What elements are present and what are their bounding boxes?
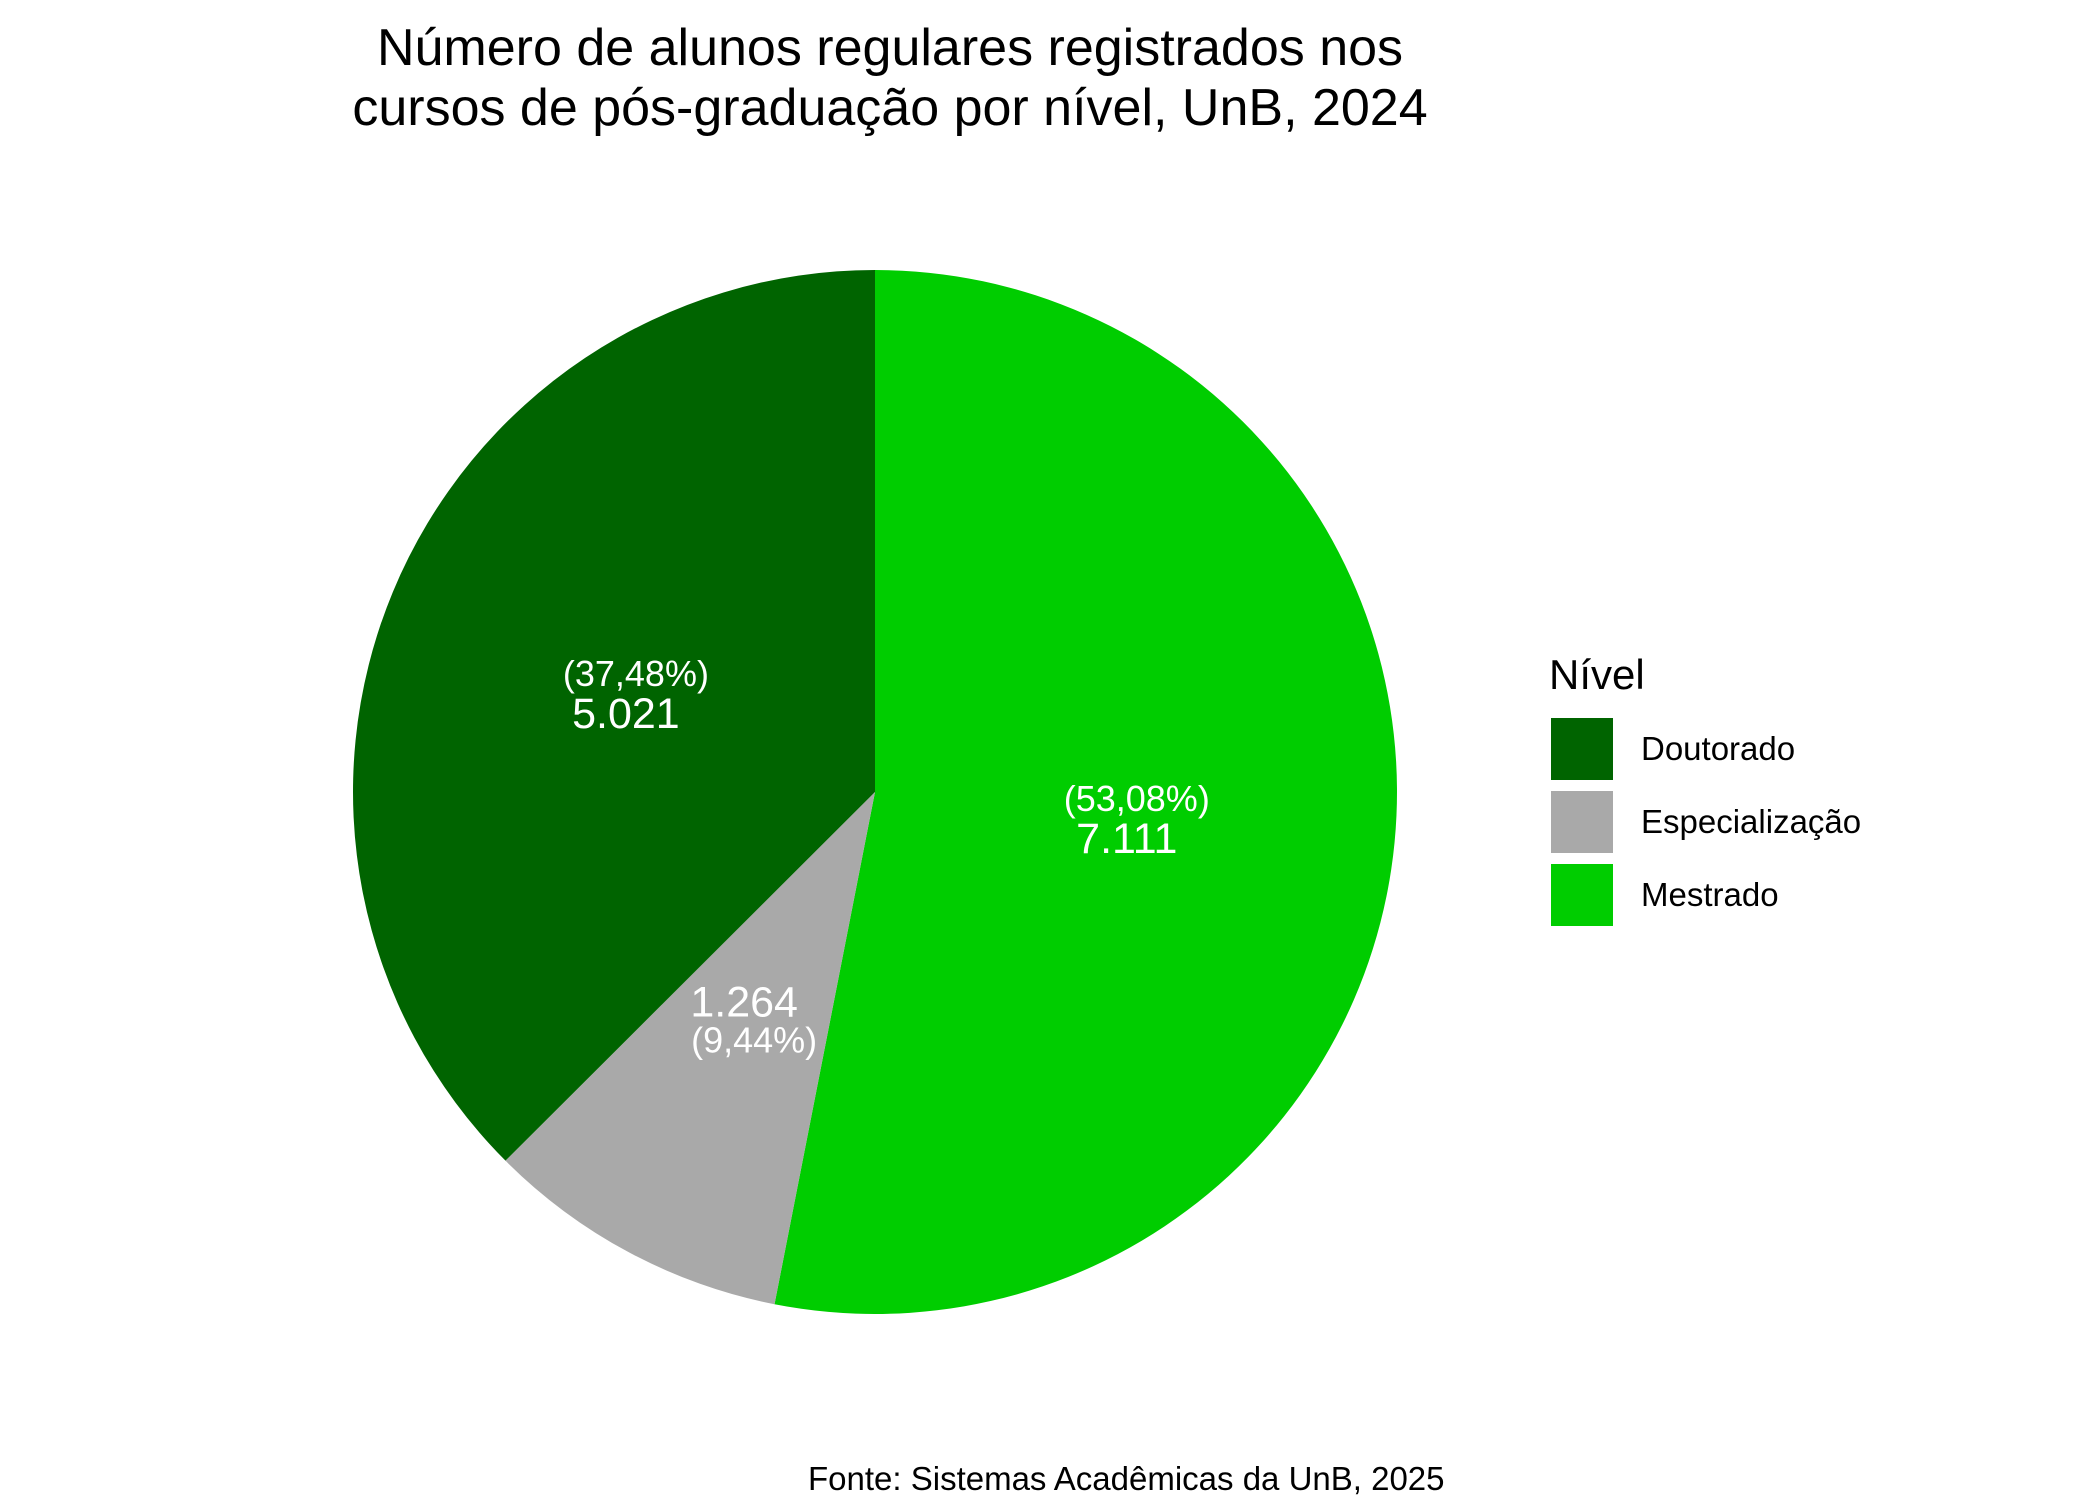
chart-title-line-1: Número de alunos regulares registrados n… xyxy=(376,19,1404,77)
slice-percent-label: (9,44%) xyxy=(691,1019,817,1060)
legend-item-doutorado: Doutorado xyxy=(1549,712,1861,785)
pie-slice-doutorado xyxy=(353,270,875,1161)
legend-swatch xyxy=(1549,715,1615,782)
legend-label: Especialização xyxy=(1641,802,1862,840)
pie-slice-mestrado xyxy=(774,270,1397,1315)
chart-title: Número de alunos regulares registrados n… xyxy=(0,18,1780,138)
slice-value-label: 1.264 xyxy=(690,978,798,1026)
slice-percent-label: (53,08%) xyxy=(1064,778,1210,819)
legend-label: Doutorado xyxy=(1641,729,1796,767)
legend-swatch xyxy=(1549,788,1615,855)
legend-label: Mestrado xyxy=(1641,875,1779,913)
legend: Nível Doutorado Especialização Mestrado xyxy=(1549,650,1861,931)
pie-slice-especialização xyxy=(505,792,875,1305)
chart-title-line-2: cursos de pós-graduação por nível, UnB, … xyxy=(352,79,1428,137)
legend-item-mestrado: Mestrado xyxy=(1549,858,1861,931)
legend-swatch xyxy=(1549,861,1615,928)
slice-value-label: 5.021 xyxy=(572,690,680,738)
slice-value-label: 7.111 xyxy=(1076,815,1177,863)
source-caption: Fonte: Sistemas Acadêmicas da UnB, 2025 xyxy=(808,1460,1445,1497)
slice-percent-label: (37,48%) xyxy=(563,653,709,694)
legend-item-especialização: Especialização xyxy=(1549,785,1861,858)
legend-title: Nível xyxy=(1549,651,1645,698)
